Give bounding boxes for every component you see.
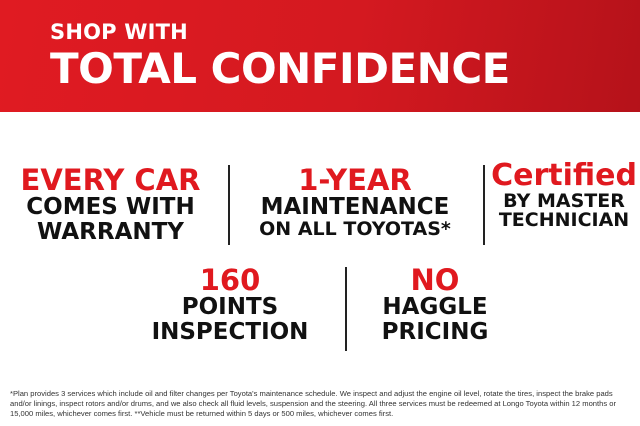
feature-headline: Certified <box>491 158 637 193</box>
feature-line: WARRANTY <box>37 218 184 245</box>
feature-line: INSPECTION <box>151 318 309 345</box>
feature-line: POINTS <box>181 294 279 321</box>
feature-headline: EVERY CAR <box>20 163 201 197</box>
header-banner: SHOP WITH TOTAL CONFIDENCE <box>0 0 640 112</box>
feature-line: HAGGLE <box>382 294 488 321</box>
footnote: *Plan provides 3 services which include … <box>10 389 617 418</box>
feature-line: TECHNICIAN <box>498 209 630 232</box>
feature-inspection: 160 POINTS INSPECTION <box>130 265 330 344</box>
divider <box>483 165 485 245</box>
feature-warranty: EVERY CAR COMES WITH WARRANTY <box>8 165 213 244</box>
feature-pricing: NO HAGGLE PRICING <box>360 265 510 344</box>
feature-headline: 1-YEAR <box>298 163 412 197</box>
feature-headline: NO <box>410 263 460 297</box>
divider <box>345 267 347 351</box>
feature-certified: Certified BY MASTER TECHNICIAN <box>488 160 640 231</box>
banner-title: TOTAL CONFIDENCE <box>50 44 510 93</box>
feature-line: BY MASTER <box>503 189 625 212</box>
banner-subtitle: SHOP WITH <box>50 20 188 44</box>
feature-line: ON ALL TOYOTAS* <box>259 217 451 240</box>
feature-line: PRICING <box>381 318 489 345</box>
feature-headline: 160 <box>199 263 261 297</box>
feature-line: COMES WITH <box>26 194 195 221</box>
divider <box>228 165 230 245</box>
feature-maintenance: 1-YEAR MAINTENANCE ON ALL TOYOTAS* <box>240 165 470 240</box>
feature-line: MAINTENANCE <box>260 194 450 221</box>
